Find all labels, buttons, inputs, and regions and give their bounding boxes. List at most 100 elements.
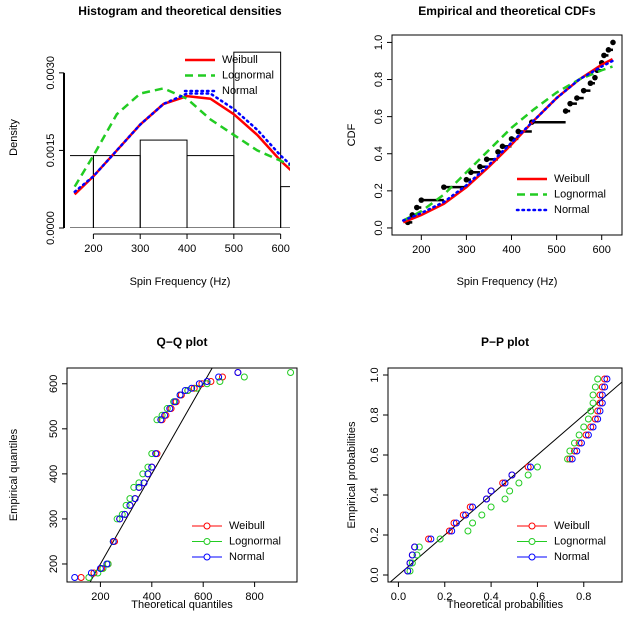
point <box>122 501 130 509</box>
ecdf-point <box>515 128 522 135</box>
point <box>85 573 93 581</box>
point <box>408 551 416 559</box>
point <box>96 564 104 572</box>
point <box>596 407 604 415</box>
point <box>571 439 579 447</box>
ecdf-point <box>605 47 612 53</box>
legend-label: Normal <box>229 551 264 563</box>
plot-box <box>391 34 623 236</box>
ecdf-point <box>499 143 506 150</box>
ecdf-point <box>592 74 598 81</box>
density-curve <box>402 59 614 222</box>
y-tick-label: 0.0015 <box>45 134 57 168</box>
x-tick-label: 0.6 <box>530 591 545 603</box>
y-tick-label: 400 <box>48 465 60 483</box>
point <box>571 447 579 455</box>
point <box>158 411 166 419</box>
x-tick-label: 0.2 <box>437 591 452 603</box>
plot-area <box>71 368 295 582</box>
density-curve <box>73 94 290 196</box>
density-curve <box>73 92 290 194</box>
y-axis-label: Empirical quantiles <box>8 428 20 521</box>
density-curve <box>402 65 613 222</box>
plot-area <box>389 375 622 582</box>
point <box>487 503 495 511</box>
point <box>415 543 423 551</box>
point <box>515 479 523 487</box>
x-tick-label: 300 <box>457 244 475 256</box>
density-curve <box>73 87 290 188</box>
point <box>466 503 474 511</box>
ecdf-point <box>495 149 501 155</box>
panel-title: P−P plot <box>481 335 529 349</box>
point <box>584 431 592 439</box>
point <box>450 519 458 527</box>
panel-title: Q−Q plot <box>157 335 208 349</box>
reference-line <box>89 368 213 582</box>
ecdf-point <box>414 204 420 211</box>
point <box>598 391 606 399</box>
point <box>161 411 169 419</box>
point <box>469 503 477 511</box>
x-tick-label: 500 <box>225 243 243 255</box>
point <box>190 384 198 392</box>
point <box>533 463 541 471</box>
point <box>589 423 597 431</box>
point <box>594 375 602 383</box>
point <box>139 470 147 478</box>
plot-box <box>387 367 623 583</box>
ecdf-point <box>580 87 587 94</box>
x-tick-label: 200 <box>91 591 109 603</box>
ecdf-point <box>587 80 594 87</box>
point <box>287 369 295 377</box>
histogram-bar <box>92 155 141 228</box>
point <box>487 487 495 495</box>
point <box>126 495 134 503</box>
point <box>596 391 604 399</box>
legend-label: Lognormal <box>554 188 606 200</box>
ecdf-point <box>483 156 490 163</box>
point <box>452 519 460 527</box>
x-tick-label: 0.8 <box>576 591 591 603</box>
point <box>157 416 165 424</box>
legend-label: Weibull <box>229 520 265 532</box>
legend-marker <box>528 553 536 561</box>
y-tick-label: 0.6 <box>373 109 385 124</box>
legend-label: Weibull <box>554 173 590 185</box>
plot-area <box>402 39 616 226</box>
y-tick-label: 600 <box>48 375 60 393</box>
legend-label: Normal <box>222 85 257 97</box>
point <box>587 423 595 431</box>
point <box>577 439 585 447</box>
histogram-bar <box>280 186 290 228</box>
point <box>109 537 117 545</box>
point <box>171 398 179 406</box>
point <box>152 450 160 458</box>
point <box>135 483 143 491</box>
x-axis-label: Theoretical probabilities <box>447 599 564 611</box>
point <box>464 527 472 535</box>
point <box>184 387 192 395</box>
point <box>425 535 433 543</box>
y-tick-label: 1.0 <box>369 367 381 382</box>
point <box>566 447 574 455</box>
point <box>140 479 148 487</box>
y-tick-label: 0.0 <box>369 567 381 582</box>
y-tick-label: 0.8 <box>369 407 381 422</box>
histogram-bar <box>233 51 282 228</box>
point <box>131 495 139 503</box>
point <box>526 463 534 471</box>
y-tick-label: 0.8 <box>373 72 385 87</box>
plot-area <box>70 51 290 228</box>
point <box>121 510 129 518</box>
point <box>568 455 576 463</box>
point <box>580 423 588 431</box>
point <box>448 527 456 535</box>
point <box>176 391 184 399</box>
ecdf-point <box>418 197 425 203</box>
point <box>459 511 467 519</box>
point <box>596 399 604 407</box>
y-tick-label: 0.0000 <box>45 211 57 245</box>
point <box>598 399 606 407</box>
